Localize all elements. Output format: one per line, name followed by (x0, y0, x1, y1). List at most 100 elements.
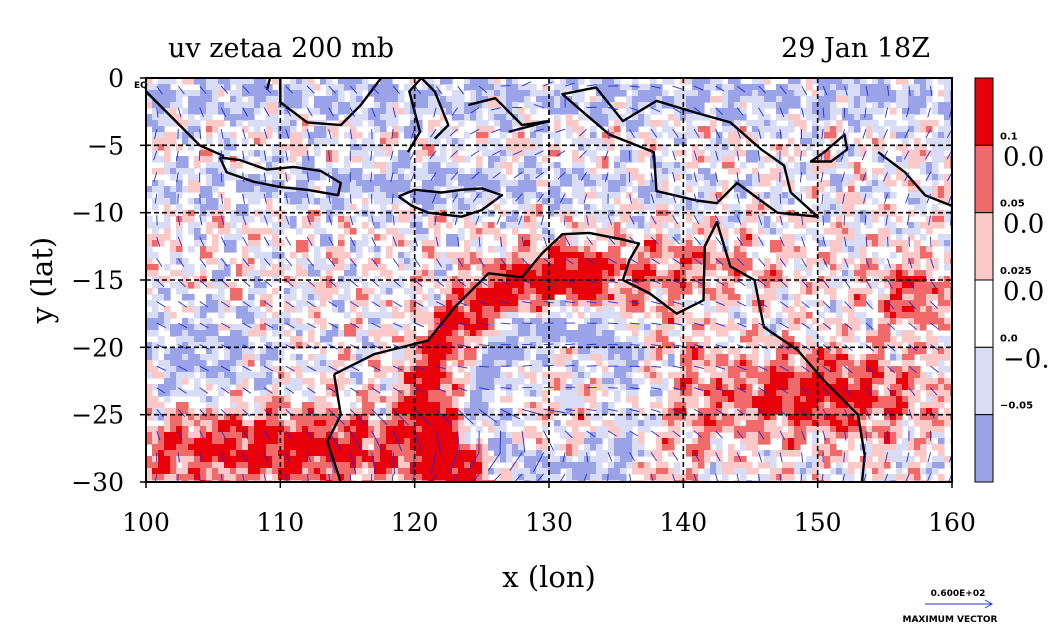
field-cell (194, 414, 201, 421)
field-cell (656, 180, 663, 187)
field-cell (572, 90, 579, 97)
field-cell (422, 342, 429, 349)
field-cell (656, 450, 663, 457)
field-cell (476, 300, 483, 307)
field-cell (176, 426, 183, 433)
field-cell (686, 480, 693, 482)
field-cell (368, 390, 375, 397)
field-cell (536, 288, 543, 295)
field-cell (704, 312, 711, 319)
field-cell (206, 402, 213, 409)
field-cell (410, 294, 417, 301)
field-cell (428, 126, 435, 133)
field-cell (524, 198, 531, 205)
field-cell (188, 90, 195, 97)
field-cell (194, 360, 201, 367)
field-cell (710, 432, 717, 439)
field-cell (392, 186, 399, 193)
field-cell (698, 114, 705, 121)
field-cell (422, 354, 429, 361)
field-cell (434, 444, 441, 451)
field-cell (524, 318, 531, 325)
field-cell (524, 402, 531, 409)
field-cell (260, 330, 267, 337)
field-cell (698, 324, 705, 331)
field-cell (224, 474, 231, 481)
field-cell (182, 270, 189, 277)
field-cell (176, 204, 183, 211)
field-cell (638, 300, 645, 307)
field-cell (668, 372, 675, 379)
field-cell (206, 444, 213, 451)
field-cell (512, 192, 519, 199)
field-cell (176, 450, 183, 457)
field-cell (728, 312, 735, 319)
field-cell (380, 474, 387, 481)
field-cell (332, 426, 339, 433)
field-cell (266, 456, 273, 463)
field-cell (398, 396, 405, 403)
field-cell (602, 318, 609, 325)
field-cell (476, 84, 483, 91)
field-cell (626, 126, 633, 133)
field-cell (506, 294, 513, 301)
field-cell (572, 336, 579, 343)
field-cell (632, 330, 639, 337)
field-cell (428, 138, 435, 145)
field-cell (392, 234, 399, 241)
field-cell (380, 408, 387, 415)
field-cell (506, 96, 513, 103)
field-cell (476, 216, 483, 223)
field-cell (398, 162, 405, 169)
field-cell (626, 270, 633, 277)
field-cell (284, 444, 291, 451)
field-cell (284, 294, 291, 301)
field-cell (500, 282, 507, 289)
field-cell (152, 372, 159, 379)
field-cell (362, 222, 369, 229)
field-cell (464, 432, 471, 439)
field-cell (170, 78, 177, 85)
field-cell (416, 306, 423, 313)
field-cell (560, 402, 567, 409)
field-cell (188, 306, 195, 313)
field-cell (692, 276, 699, 283)
field-cell (428, 192, 435, 199)
field-cell (710, 324, 717, 331)
field-cell (230, 138, 237, 145)
field-cell (398, 180, 405, 187)
field-cell (242, 474, 249, 481)
field-cell (170, 426, 177, 433)
field-cell (656, 270, 663, 277)
field-cell (422, 228, 429, 235)
field-cell (296, 198, 303, 205)
field-cell (200, 420, 207, 427)
field-cell (548, 246, 555, 253)
field-cell (176, 216, 183, 223)
field-cell (332, 168, 339, 175)
field-cell (602, 228, 609, 235)
field-cell (704, 78, 711, 85)
field-cell (440, 366, 447, 373)
field-cell (590, 294, 597, 301)
field-cell (656, 186, 663, 193)
field-cell (614, 462, 621, 469)
field-cell (314, 108, 321, 115)
field-cell (512, 84, 519, 91)
field-cell (530, 138, 537, 145)
field-cell (668, 78, 675, 85)
field-cell (164, 444, 171, 451)
field-cell (170, 450, 177, 457)
field-cell (542, 426, 549, 433)
field-cell (380, 180, 387, 187)
field-cell (386, 216, 393, 223)
field-cell (278, 354, 285, 361)
field-cell (482, 324, 489, 331)
field-cell (344, 120, 351, 127)
field-cell (476, 174, 483, 181)
field-cell (212, 354, 219, 361)
field-cell (200, 108, 207, 115)
field-cell (506, 450, 513, 457)
field-cell (512, 228, 519, 235)
field-cell (542, 462, 549, 469)
